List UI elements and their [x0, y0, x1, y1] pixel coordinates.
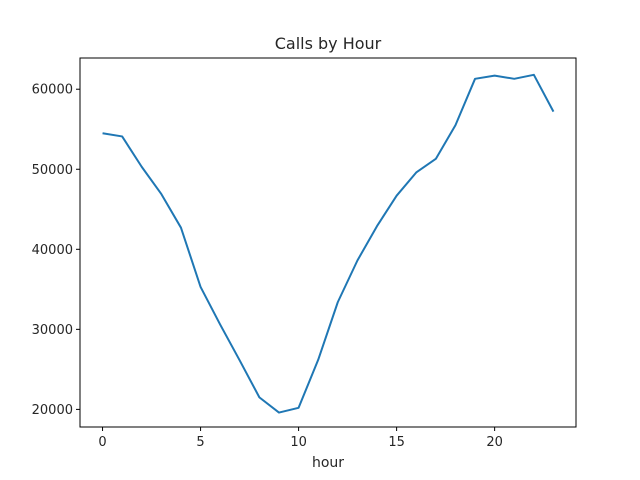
x-axis-title: hour: [312, 455, 344, 471]
x-tick-label-15: 15: [388, 435, 405, 450]
axes-frame: [79, 57, 577, 428]
series-line-0: [102, 73, 555, 414]
x-tick-label-5: 5: [196, 435, 204, 450]
y-tick-label-20000: 20000: [32, 403, 73, 418]
x-tick-label-10: 10: [290, 435, 307, 450]
x-tick-label-20: 20: [486, 435, 503, 450]
x-tick-label-0: 0: [98, 435, 106, 450]
y-tick-label-50000: 50000: [32, 163, 73, 178]
plot-area: 0 5 10 15 20 20000 30000 40000 50000 60000: [32, 57, 577, 450]
chart-title: Calls by Hour: [275, 34, 382, 53]
y-tick-label-30000: 30000: [32, 323, 73, 338]
y-tick-label-60000: 60000: [32, 83, 73, 98]
y-tick-label-40000: 40000: [32, 243, 73, 258]
